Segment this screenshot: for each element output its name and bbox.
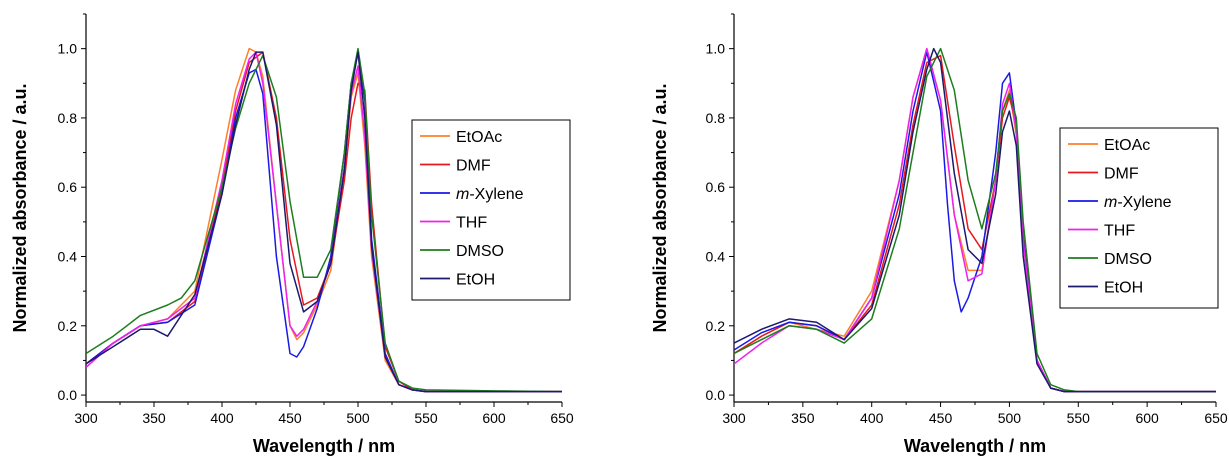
x-tick-label: 350 [142,410,166,426]
legend-label-thf: THF [456,215,487,232]
x-tick-label: 600 [1135,410,1159,426]
legend-label-text: DMF [1104,166,1139,183]
legend-label-text: EtOH [456,272,495,289]
legend-box [1059,127,1219,309]
series-line-dmso [734,47,1216,393]
legend-label-dmf: DMF [1104,166,1139,183]
x-tick-label: 300 [74,410,98,426]
legend-label-m-xylene: m-Xylene [456,186,524,203]
x-tick-label: 450 [929,410,953,426]
legend-label-etoac: EtOAc [456,129,502,146]
legend-label-text: -Xylene [1117,194,1171,211]
legend-box [411,119,571,301]
y-tick-label: 1.0 [58,41,78,57]
x-tick-label: 400 [860,410,884,426]
y-tick-label: 0.6 [58,179,78,195]
y-tick-label: 1.0 [706,41,726,57]
y-tick-label: 0.0 [58,387,78,403]
x-tick-label: 550 [414,410,438,426]
x-tick-label: 500 [346,410,370,426]
legend-label-italic: m [456,186,469,203]
y-tick-label: 0.2 [706,318,726,334]
legend-label-dmf: DMF [456,158,491,175]
y-tick-label: 0.2 [58,318,78,334]
series-group [734,47,1216,393]
legend-label-thf: THF [1104,223,1135,240]
chart-panel-left: 300 350 400 450 500 550 600 650 0.0 0.2 0.4 0.6 0.8 1… [0,0,600,460]
x-tick-label: 650 [550,410,574,426]
series-group [86,47,562,393]
y-tick-label: 0.8 [706,110,726,126]
legend-label-text: DMF [456,158,491,175]
x-tick-label: 550 [1067,410,1091,426]
series-line-etoh [734,47,1216,393]
y-axis-title: Normalized absorbance / a.u. [650,83,670,332]
x-tick-label: 400 [210,410,234,426]
chart-right: 300 350 400 450 500 550 600 650 0.0 0.2 0.4 0.6 0.8 1… [650,13,1228,456]
legend-label-dmso: DMSO [1104,251,1152,268]
series-line-etoh [86,51,562,393]
legend-label-text: -Xylene [469,186,523,203]
y-tick-label: 0.6 [706,179,726,195]
y-tick-label: 0.4 [706,249,726,265]
legend-label-text: EtOAc [456,129,502,146]
y-tick-label: 0.0 [706,387,726,403]
legend-label-text: THF [456,215,487,232]
y-tick-label: 0.4 [58,249,78,265]
x-tick-label: 650 [1204,410,1228,426]
x-axis-title: Wavelength / nm [253,436,395,456]
y-tick-label: 0.8 [58,110,78,126]
x-tick-label: 500 [998,410,1022,426]
legend-label-etoac: EtOAc [1104,137,1150,154]
y-axis-title: Normalized absorbance / a.u. [10,83,30,332]
x-axis-title: Wavelength / nm [904,436,1046,456]
legend-label-text: EtOH [1104,280,1143,297]
legend-label-text: DMSO [456,243,504,260]
x-tick-label: 600 [482,410,506,426]
x-tick-label: 300 [722,410,746,426]
legend-label-text: THF [1104,223,1135,240]
chart-left: 300 350 400 450 500 550 600 650 0.0 0.2 0.4 0.6 0.8 1… [10,13,574,456]
legend-label-etoh: EtOH [456,272,495,289]
legend-label-italic: m [1104,194,1117,211]
series-line-dmso [86,47,562,393]
legend-label-text: EtOAc [1104,137,1150,154]
legend-label-text: DMSO [1104,251,1152,268]
legend-label-m-xylene: m-Xylene [1104,194,1172,211]
chart-panel-right: 300 350 400 450 500 550 600 650 0.0 0.2 0.4 0.6 0.8 1… [640,0,1229,460]
legend-label-etoh: EtOH [1104,280,1143,297]
x-tick-label: 450 [278,410,302,426]
legend-label-dmso: DMSO [456,243,504,260]
x-tick-label: 350 [791,410,815,426]
